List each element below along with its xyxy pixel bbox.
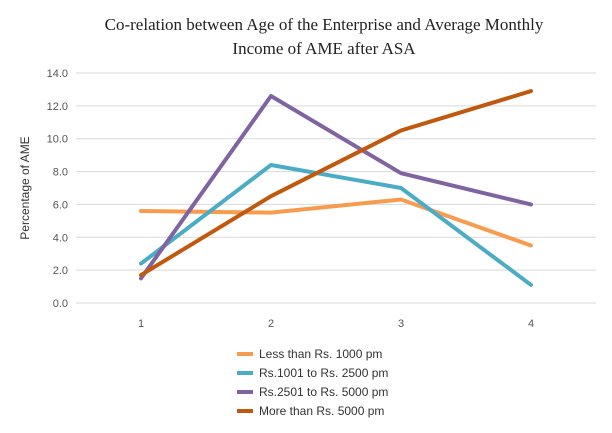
y-tick-label: 12.0: [47, 101, 68, 113]
y-tick-label: 2.0: [53, 265, 68, 277]
series-line-3: [139, 94, 533, 281]
x-tick-label: 3: [398, 318, 404, 330]
legend-label: More than Rs. 5000 pm: [259, 404, 384, 418]
series-line-4: [139, 89, 533, 278]
series-line-2: [139, 163, 533, 287]
y-tick-label: 0.0: [53, 298, 68, 310]
y-axis-label: Percentage of AME: [18, 136, 32, 239]
y-tick-label: 4.0: [53, 232, 68, 244]
legend-label: Less than Rs. 1000 pm: [259, 347, 382, 361]
x-tick-label: 4: [528, 318, 534, 330]
gridlines: [76, 72, 596, 304]
chart-title: Co-relation between Age of the Enterpris…: [105, 15, 544, 58]
chart-title-line-1: Co-relation between Age of the Enterpris…: [105, 15, 544, 34]
y-tick-label: 6.0: [53, 199, 68, 211]
x-tick-label: 1: [138, 318, 144, 330]
series-lines: [139, 89, 533, 287]
y-tick-labels: 0.0 2.0 4.0 6.0 8.0 10.0 12.0 14.0: [47, 68, 68, 310]
chart-title-line-2: Income of AME after ASA: [232, 39, 416, 58]
legend-label: Rs.2501 to Rs. 5000 pm: [259, 385, 388, 399]
legend-label: Rs.1001 to Rs. 2500 pm: [259, 366, 388, 380]
x-tick-label: 2: [268, 318, 274, 330]
y-tick-label: 14.0: [47, 68, 68, 80]
x-tick-labels: 1 2 3 4: [138, 318, 534, 330]
legend: Less than Rs. 1000 pm Rs.1001 to Rs. 2500…: [237, 347, 388, 418]
y-tick-label: 10.0: [47, 134, 68, 146]
y-tick-label: 8.0: [53, 167, 68, 179]
